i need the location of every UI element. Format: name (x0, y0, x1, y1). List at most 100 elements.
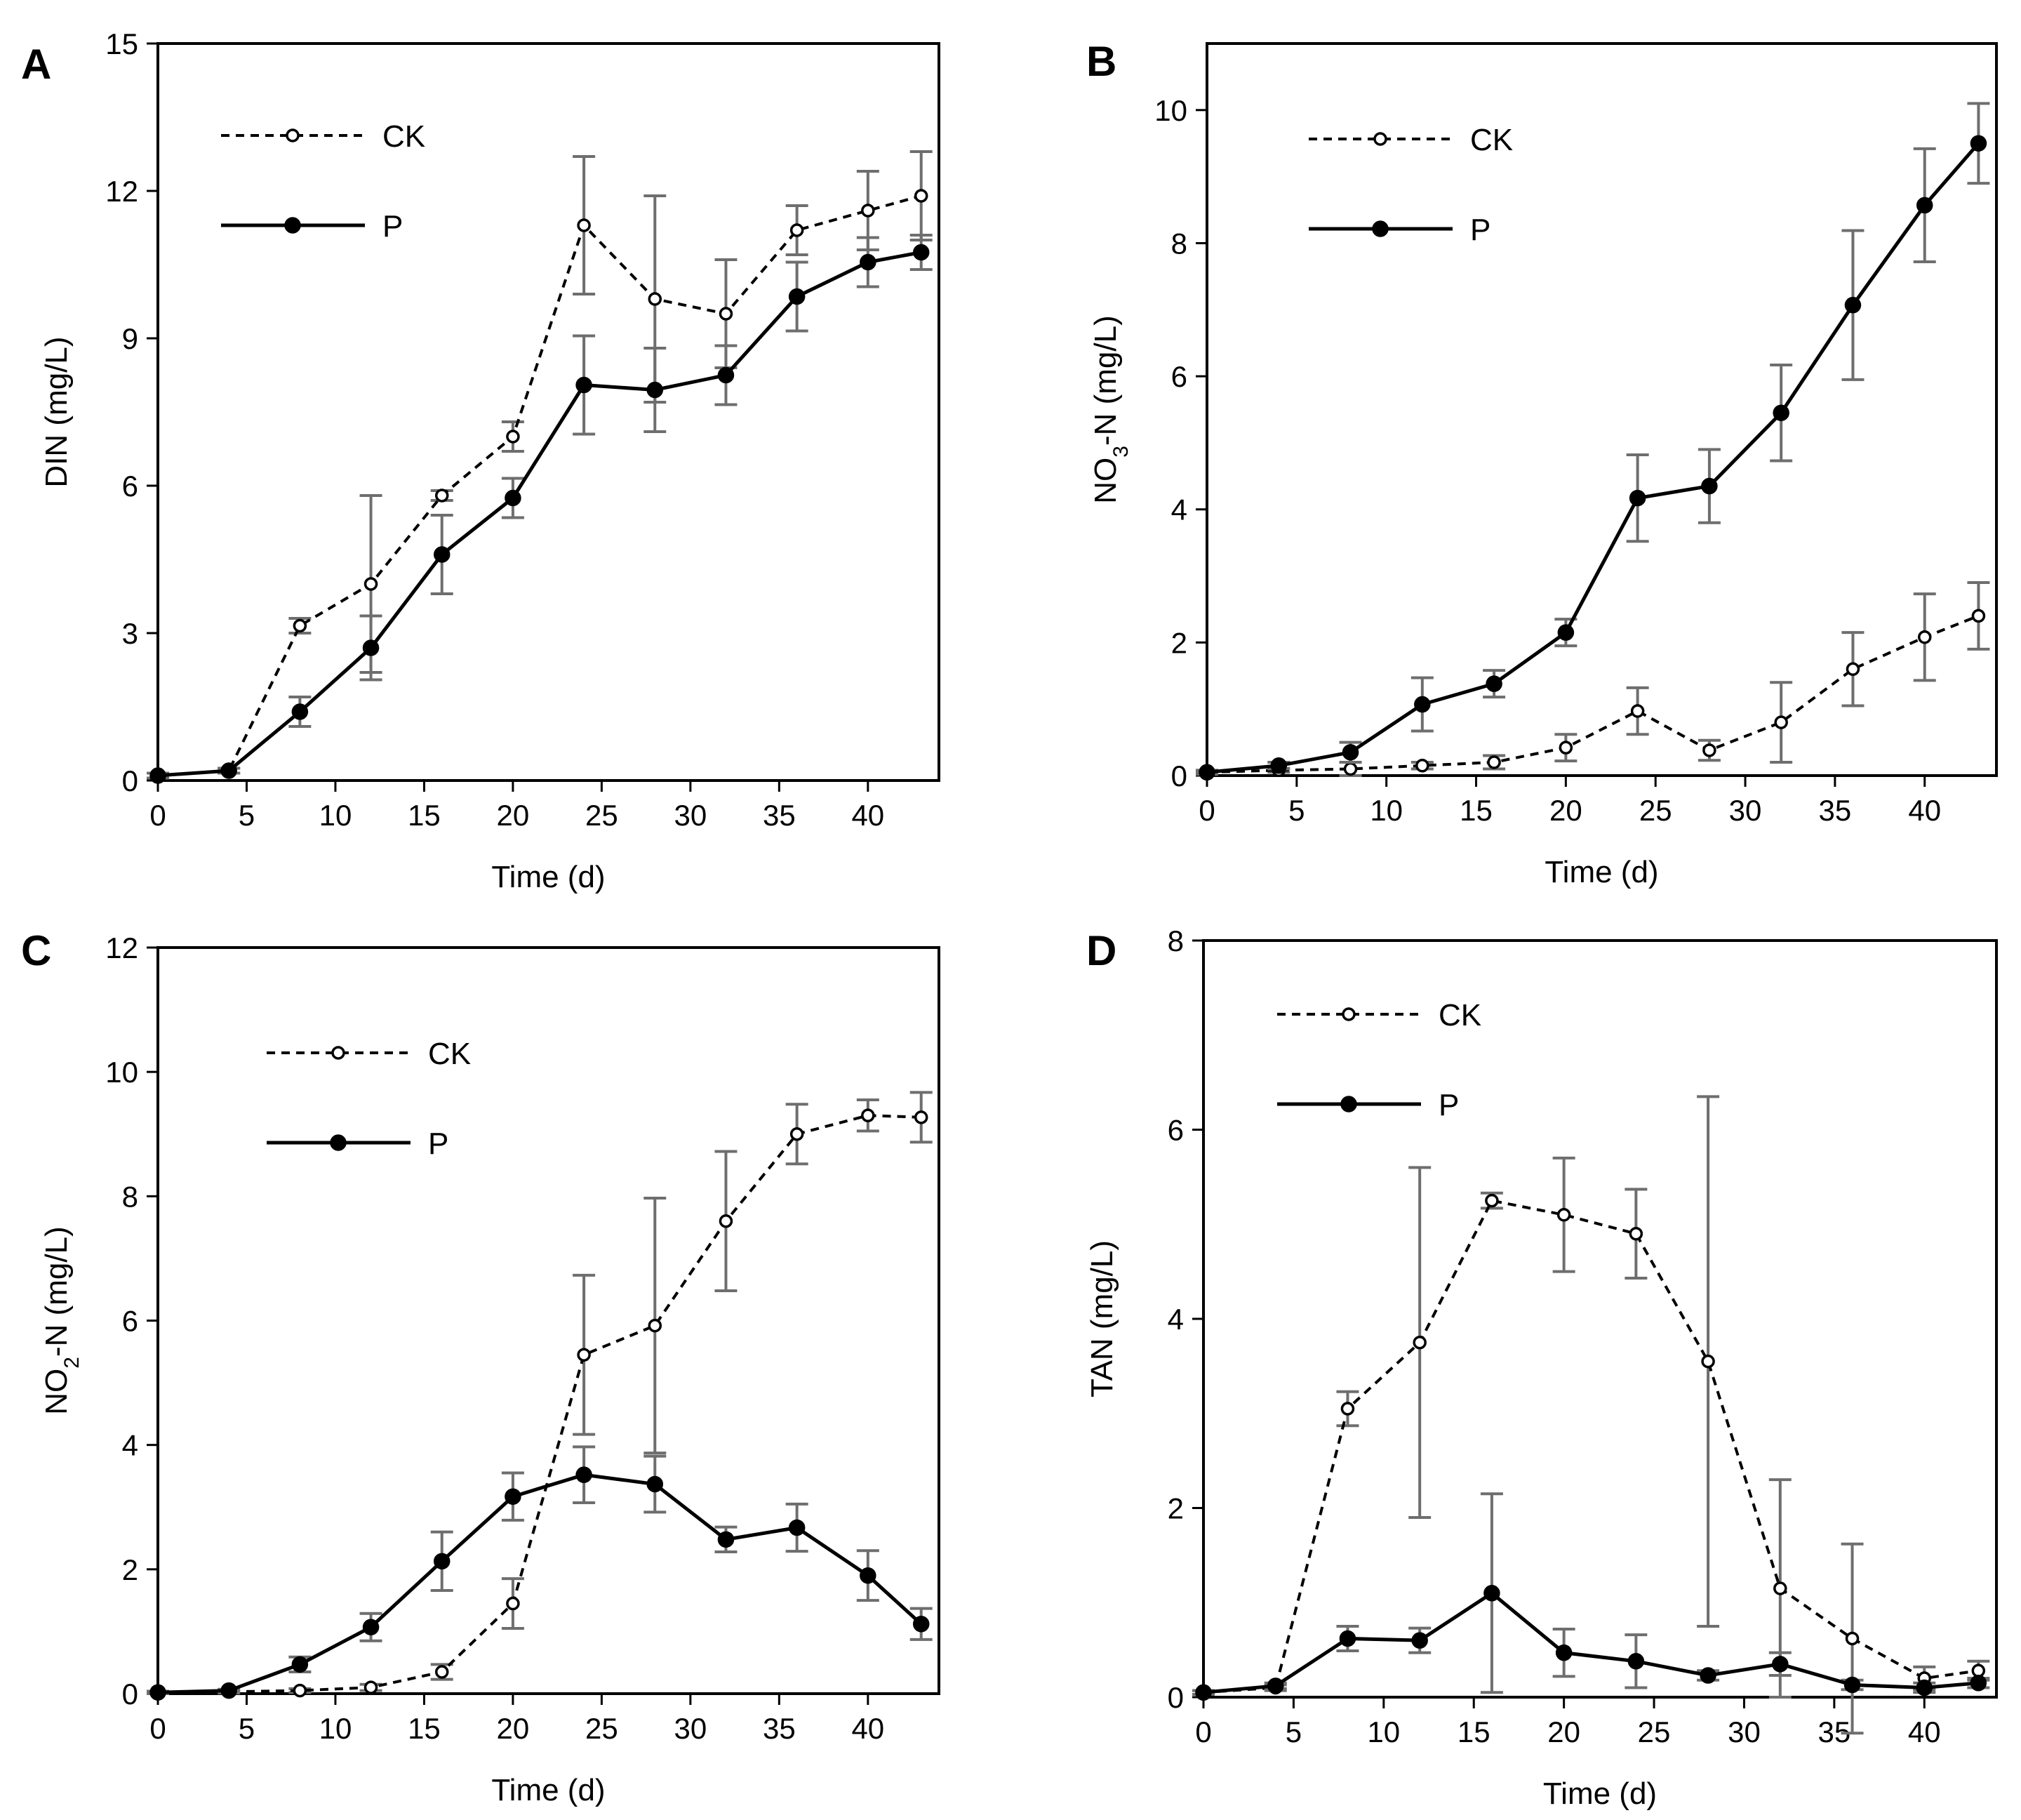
panel-letter: C (21, 927, 51, 974)
x-tick-label: 35 (763, 799, 796, 832)
data-point (1411, 1632, 1428, 1649)
x-tick-label: 5 (1286, 1715, 1302, 1748)
legend-entry: CK (1309, 123, 1513, 157)
y-axis-label: TAN (mg/L) (1085, 1240, 1119, 1397)
data-point (1773, 1581, 1787, 1595)
x-axis-label: Time (d) (1545, 855, 1658, 889)
data-point (1487, 755, 1501, 769)
legend-label: P (428, 1127, 448, 1161)
data-point (505, 1488, 521, 1505)
data-point (506, 430, 520, 444)
y-tick-label: 8 (1171, 227, 1187, 260)
data-point (362, 639, 380, 656)
data-point (220, 762, 237, 779)
series-p (1192, 1492, 1990, 1701)
panel-c: C 0 5 10 15 20 25 30 35 40 0 2 4 6 8 10 12 Time (d) NO2-N … (21, 927, 940, 1807)
x-tick-label: 20 (497, 1712, 530, 1745)
data-point (1970, 135, 1987, 152)
x-axis-label: Time (d) (491, 1773, 605, 1807)
x-tick-label: 25 (1638, 1715, 1671, 1748)
data-point (575, 376, 592, 394)
data-point (914, 189, 928, 203)
x-tick-label: 20 (1547, 1715, 1580, 1748)
data-point (788, 288, 806, 305)
x-tick-label: 10 (1370, 794, 1403, 827)
x-tick-label: 10 (319, 799, 352, 832)
data-point (293, 618, 307, 633)
y-tick-label: 0 (122, 1678, 138, 1711)
data-point (1629, 1226, 1643, 1241)
x-tick-label: 40 (851, 799, 884, 832)
legend-label: P (1470, 213, 1490, 247)
x-tick-label: 15 (408, 799, 441, 832)
data-point (648, 292, 662, 306)
data-point (789, 223, 804, 237)
series-line (157, 1473, 923, 1694)
y-tick-label: 0 (1168, 1681, 1184, 1714)
data-point (1845, 1631, 1860, 1646)
data-point (1483, 1585, 1500, 1602)
data-point (1774, 715, 1788, 729)
data-point (719, 307, 733, 321)
series-line (1203, 1590, 1979, 1694)
series-ck (1192, 1095, 1990, 1735)
series-line (1203, 1199, 1979, 1694)
data-point (434, 1665, 449, 1679)
data-point (434, 489, 449, 503)
legend-marker (1373, 132, 1387, 146)
data-point (1555, 1644, 1573, 1661)
y-tick-label: 9 (122, 322, 138, 355)
data-point (1195, 1684, 1212, 1701)
x-tick-label: 40 (1908, 1715, 1941, 1748)
y-axis-label: NO2-N (mg/L) (39, 1226, 84, 1414)
x-tick-label: 5 (1288, 794, 1305, 827)
data-point (1844, 296, 1862, 314)
x-tick-label: 0 (1195, 1715, 1211, 1748)
x-tick-label: 40 (851, 1712, 884, 1745)
data-point (1700, 1667, 1716, 1684)
x-tick-label: 15 (408, 1712, 441, 1745)
data-point (717, 366, 735, 384)
y-tick-label: 6 (1168, 1114, 1184, 1147)
y-tick-label: 3 (122, 617, 138, 650)
data-point (788, 1519, 806, 1536)
x-axis-label: Time (d) (491, 860, 605, 894)
data-point (912, 244, 930, 261)
legend-marker (331, 1046, 345, 1060)
data-point (220, 1682, 237, 1699)
data-point (1343, 762, 1358, 776)
panel-a: A 0 5 10 15 20 25 30 35 40 0 3 6 9 12 15 Time (d) DIN (mg… (21, 27, 940, 894)
y-tick-label: 2 (122, 1553, 138, 1586)
data-point (860, 253, 876, 271)
data-point (1916, 197, 1933, 214)
data-point (717, 1531, 735, 1548)
data-point (789, 1127, 804, 1141)
x-tick-label: 25 (585, 799, 618, 832)
series-p (147, 234, 933, 784)
legend-label: CK (382, 119, 425, 154)
data-point (1342, 744, 1359, 761)
data-point (1843, 1676, 1861, 1694)
legend-entry: CK (221, 119, 425, 154)
data-point (1340, 1402, 1355, 1416)
data-point (1486, 675, 1502, 692)
series-line (1206, 142, 1980, 774)
data-point (1413, 1335, 1427, 1350)
x-tick-label: 0 (149, 799, 166, 832)
y-tick-label: 2 (1171, 626, 1187, 659)
data-point (1557, 624, 1575, 641)
x-axis-label: Time (d) (1543, 1776, 1657, 1811)
data-point (1629, 489, 1646, 507)
legend-marker (286, 128, 300, 142)
series-ck (147, 150, 933, 783)
series-p (1196, 102, 1990, 781)
x-tick-label: 10 (1367, 1715, 1400, 1748)
series-ck (147, 1091, 933, 1699)
plot-frame (156, 42, 940, 782)
data-point (1267, 1678, 1284, 1694)
y-tick-label: 4 (1168, 1303, 1184, 1336)
data-point (1971, 1663, 1986, 1678)
data-point (719, 1214, 733, 1228)
data-point (1916, 1679, 1933, 1696)
